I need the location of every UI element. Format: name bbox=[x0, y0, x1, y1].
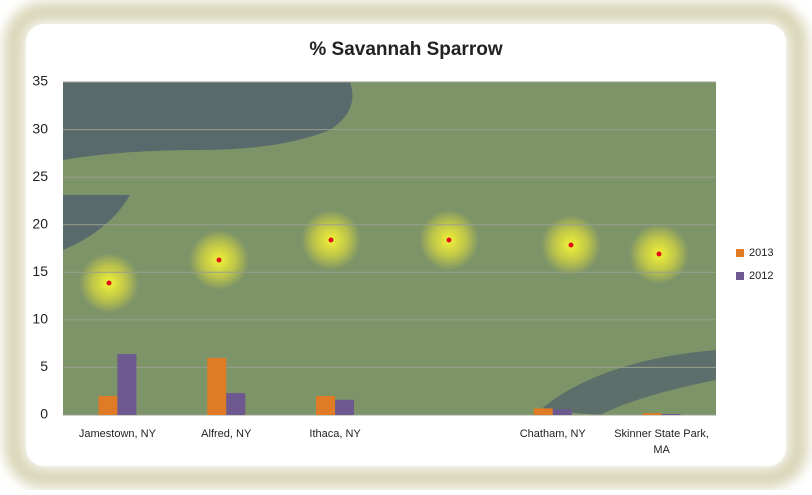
label-line: Skinner State Park, bbox=[614, 428, 709, 440]
bar bbox=[207, 357, 227, 415]
y-tick-label: 0 bbox=[40, 406, 48, 422]
bar bbox=[335, 399, 355, 415]
site-dot bbox=[656, 251, 662, 257]
x-tick-label: Alfred, NY bbox=[201, 428, 252, 440]
y-tick-label: 5 bbox=[40, 358, 48, 374]
lake bbox=[63, 82, 353, 160]
x-tick-label: Chatham, NY bbox=[520, 428, 587, 440]
bar bbox=[642, 413, 662, 415]
y-tick-label: 25 bbox=[32, 168, 48, 184]
bar bbox=[117, 354, 137, 415]
lake bbox=[63, 195, 130, 250]
bar bbox=[533, 408, 553, 415]
bar bbox=[552, 409, 572, 415]
bar bbox=[226, 393, 246, 415]
site-dot bbox=[106, 280, 112, 286]
y-tick-label: 30 bbox=[32, 120, 48, 136]
legend-label: 2012 bbox=[749, 270, 773, 282]
label-line: MA bbox=[653, 444, 670, 456]
frame bbox=[4, 2, 808, 488]
site-dot bbox=[446, 237, 452, 243]
y-tick-label: 20 bbox=[32, 215, 48, 231]
legend-swatch bbox=[736, 272, 744, 280]
bar bbox=[98, 395, 118, 415]
legend-swatch bbox=[736, 249, 744, 257]
y-tick-label: 15 bbox=[32, 263, 48, 279]
bar bbox=[316, 395, 336, 415]
legend-label: 2013 bbox=[749, 247, 773, 259]
plot-area bbox=[63, 82, 716, 415]
x-tick-label: Skinner State Park, MA bbox=[614, 428, 709, 456]
water bbox=[540, 350, 716, 415]
site-dot bbox=[216, 257, 222, 263]
site-dot bbox=[568, 242, 574, 248]
chart-title: % Savannah Sparrow bbox=[309, 39, 502, 60]
x-tick-label: Ithaca, NY bbox=[309, 428, 361, 440]
site-dot bbox=[328, 237, 334, 243]
y-tick-label: 10 bbox=[32, 311, 48, 327]
x-tick-label: Jamestown, NY bbox=[79, 428, 157, 440]
bar bbox=[661, 414, 681, 415]
y-tick-label: 35 bbox=[32, 73, 48, 89]
